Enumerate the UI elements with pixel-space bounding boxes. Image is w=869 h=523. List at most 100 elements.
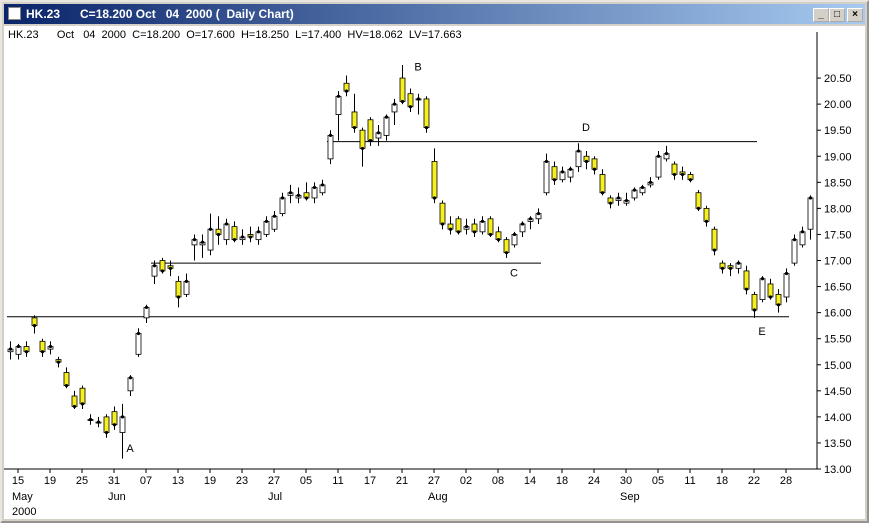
close-dot [640, 185, 645, 190]
close-dot [520, 222, 525, 226]
close-dot [24, 350, 29, 354]
close-dot [688, 178, 693, 182]
x-tick-label: 07 [140, 475, 152, 487]
close-dot [776, 303, 781, 307]
candle-body [231, 226, 238, 241]
candle-body [127, 377, 134, 392]
candle-body [439, 202, 446, 225]
candle-body [743, 270, 750, 290]
x-tick-label: 15 [12, 475, 24, 487]
candle-body [783, 273, 790, 298]
candle-body [263, 221, 270, 235]
candle-body [703, 207, 710, 222]
x-tick-label: 17 [364, 475, 376, 487]
close-dot [808, 196, 813, 200]
close-dot [344, 89, 349, 93]
close-dot [400, 99, 405, 104]
x-tick-label: 27 [428, 475, 440, 487]
candle-body [223, 223, 230, 241]
candle-body [711, 228, 718, 251]
month-label: Jun [108, 491, 126, 503]
close-dot [320, 183, 325, 187]
close-dot [488, 232, 493, 237]
close-dot [720, 266, 725, 270]
close-dot [80, 402, 85, 406]
window-title: HK.23 C=18.200 Oct 04 2000 ( Daily Chart… [26, 7, 294, 21]
month-label: May [12, 491, 33, 503]
close-dot [784, 271, 789, 276]
y-tick-label: 17.00 [824, 256, 852, 268]
close-dot [8, 347, 13, 351]
y-tick-label: 18.50 [824, 177, 852, 189]
candle-body [119, 416, 126, 433]
candle-body [575, 150, 582, 168]
close-button[interactable]: × [847, 8, 863, 22]
close-dot [432, 196, 437, 200]
candle-body [207, 228, 214, 251]
candle-body [111, 411, 118, 426]
close-dot [672, 172, 677, 177]
close-dot [40, 350, 45, 354]
x-tick-label: 18 [716, 475, 728, 487]
close-dot [152, 264, 157, 268]
close-dot [336, 94, 341, 98]
x-tick-label: 19 [204, 475, 216, 487]
x-tick-label: 24 [588, 475, 600, 487]
candle-body [767, 283, 774, 298]
y-tick-label: 18.00 [824, 203, 852, 215]
close-dot [112, 423, 117, 427]
candle-body [383, 116, 390, 136]
x-tick-label: 28 [780, 475, 792, 487]
candle-body [423, 98, 430, 128]
close-dot [16, 344, 21, 349]
close-dot [608, 201, 613, 205]
x-tick-label: 02 [460, 475, 472, 487]
candle-body [551, 166, 558, 181]
x-tick-label: 11 [684, 475, 695, 487]
candle-body [799, 231, 806, 246]
close-dot [272, 214, 277, 218]
close-dot [128, 376, 133, 380]
month-label: Aug [428, 491, 448, 503]
close-dot [368, 139, 373, 143]
close-dot [360, 146, 365, 151]
close-dot [56, 360, 61, 364]
close-dot [648, 180, 653, 184]
y-tick-label: 19.50 [824, 125, 852, 137]
x-tick-label: 21 [396, 475, 408, 487]
y-tick-label: 20.00 [824, 99, 852, 111]
x-tick-label: 31 [108, 475, 120, 487]
candle-body [503, 239, 510, 254]
x-tick-label: 14 [524, 475, 536, 487]
candle-body [407, 93, 414, 108]
candle-body [135, 333, 142, 355]
close-dot [264, 219, 269, 224]
close-dot [632, 188, 637, 192]
x-tick-label: 19 [44, 475, 56, 487]
close-dot [280, 196, 285, 200]
maximize-button[interactable]: □ [829, 8, 845, 22]
annotation: D [582, 122, 590, 134]
x-tick-label: 22 [748, 475, 760, 487]
candle-body [327, 135, 334, 160]
close-dot [528, 217, 533, 221]
y-tick-label: 19.00 [824, 151, 852, 163]
candle-body [807, 197, 814, 230]
y-tick-label: 14.00 [824, 412, 852, 424]
x-tick-label: 05 [652, 475, 664, 487]
annotation: A [126, 443, 134, 455]
minimize-button[interactable]: _ [813, 8, 829, 22]
close-dot [376, 131, 381, 135]
close-dot [256, 230, 261, 234]
close-dot [48, 344, 53, 349]
close-dot [560, 170, 565, 174]
close-dot [288, 191, 293, 195]
close-dot [384, 115, 389, 119]
close-dot [568, 167, 573, 171]
candle-body [271, 215, 278, 230]
candle-body [791, 239, 798, 264]
close-dot [480, 219, 485, 224]
close-dot [304, 196, 309, 200]
month-label: Sep [620, 491, 640, 503]
